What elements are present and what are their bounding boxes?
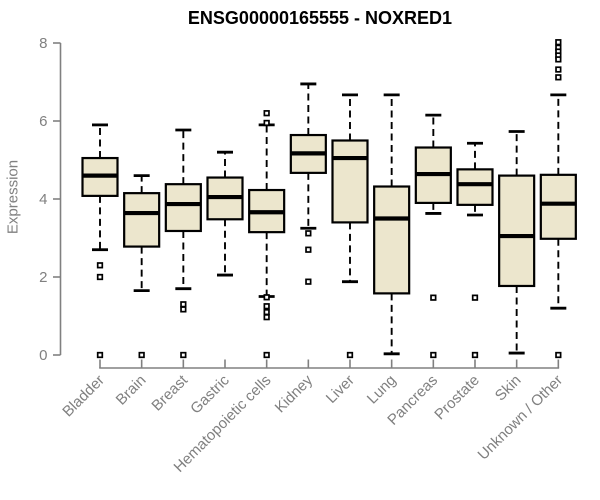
box-iqr <box>123 192 161 248</box>
outlier-point <box>305 246 312 253</box>
y-tick-label: 2 <box>39 269 47 286</box>
outlier-point <box>555 39 562 46</box>
outlier-point <box>180 351 187 359</box>
outlier-point <box>180 306 187 313</box>
outlier-point <box>471 351 479 359</box>
outlier-point <box>555 351 562 359</box>
box-iqr <box>498 174 536 288</box>
outlier-point <box>96 273 104 281</box>
outlier-point <box>555 66 562 73</box>
x-tick-label: Bladder <box>59 372 108 421</box>
x-tick-label: Skin <box>492 372 525 405</box>
box-iqr <box>456 168 494 206</box>
y-tick-label: 6 <box>39 113 47 130</box>
outlier-point <box>180 301 187 308</box>
outlier-point <box>430 351 437 359</box>
box-iqr <box>331 139 369 224</box>
outlier-point <box>263 351 270 359</box>
outlier-point <box>138 351 145 359</box>
outlier-point <box>263 294 270 301</box>
outlier-point <box>263 314 270 321</box>
y-tick-label: 0 <box>39 347 47 364</box>
outlier-point <box>263 110 270 117</box>
outlier-point <box>305 278 312 285</box>
outlier-point <box>346 351 354 359</box>
outlier-point <box>555 74 562 81</box>
outlier-point <box>96 262 104 269</box>
outlier-point <box>430 294 437 301</box>
x-tick-label: Lung <box>364 372 400 408</box>
box-iqr <box>539 173 577 240</box>
chart-title: ENSG00000165555 - NOXRED1 <box>187 8 453 28</box>
outlier-point <box>263 303 270 310</box>
y-tick-label: 4 <box>39 191 47 208</box>
x-tick-label: Breast <box>148 371 191 414</box>
x-tick-label: Kidney <box>272 371 317 416</box>
y-tick-label: 8 <box>39 35 47 52</box>
x-tick-label: Liver <box>323 372 358 407</box>
outlier-point <box>263 308 270 316</box>
x-tick-label: Brain <box>113 372 150 409</box>
outlier-point <box>263 119 270 127</box>
x-tick-label: Prostate <box>431 372 483 424</box>
box-iqr <box>373 185 411 295</box>
outlier-point <box>471 294 479 301</box>
outlier-point <box>96 351 104 359</box>
outlier-point <box>555 56 562 63</box>
outlier-point <box>305 230 312 237</box>
box-iqr <box>164 183 202 233</box>
